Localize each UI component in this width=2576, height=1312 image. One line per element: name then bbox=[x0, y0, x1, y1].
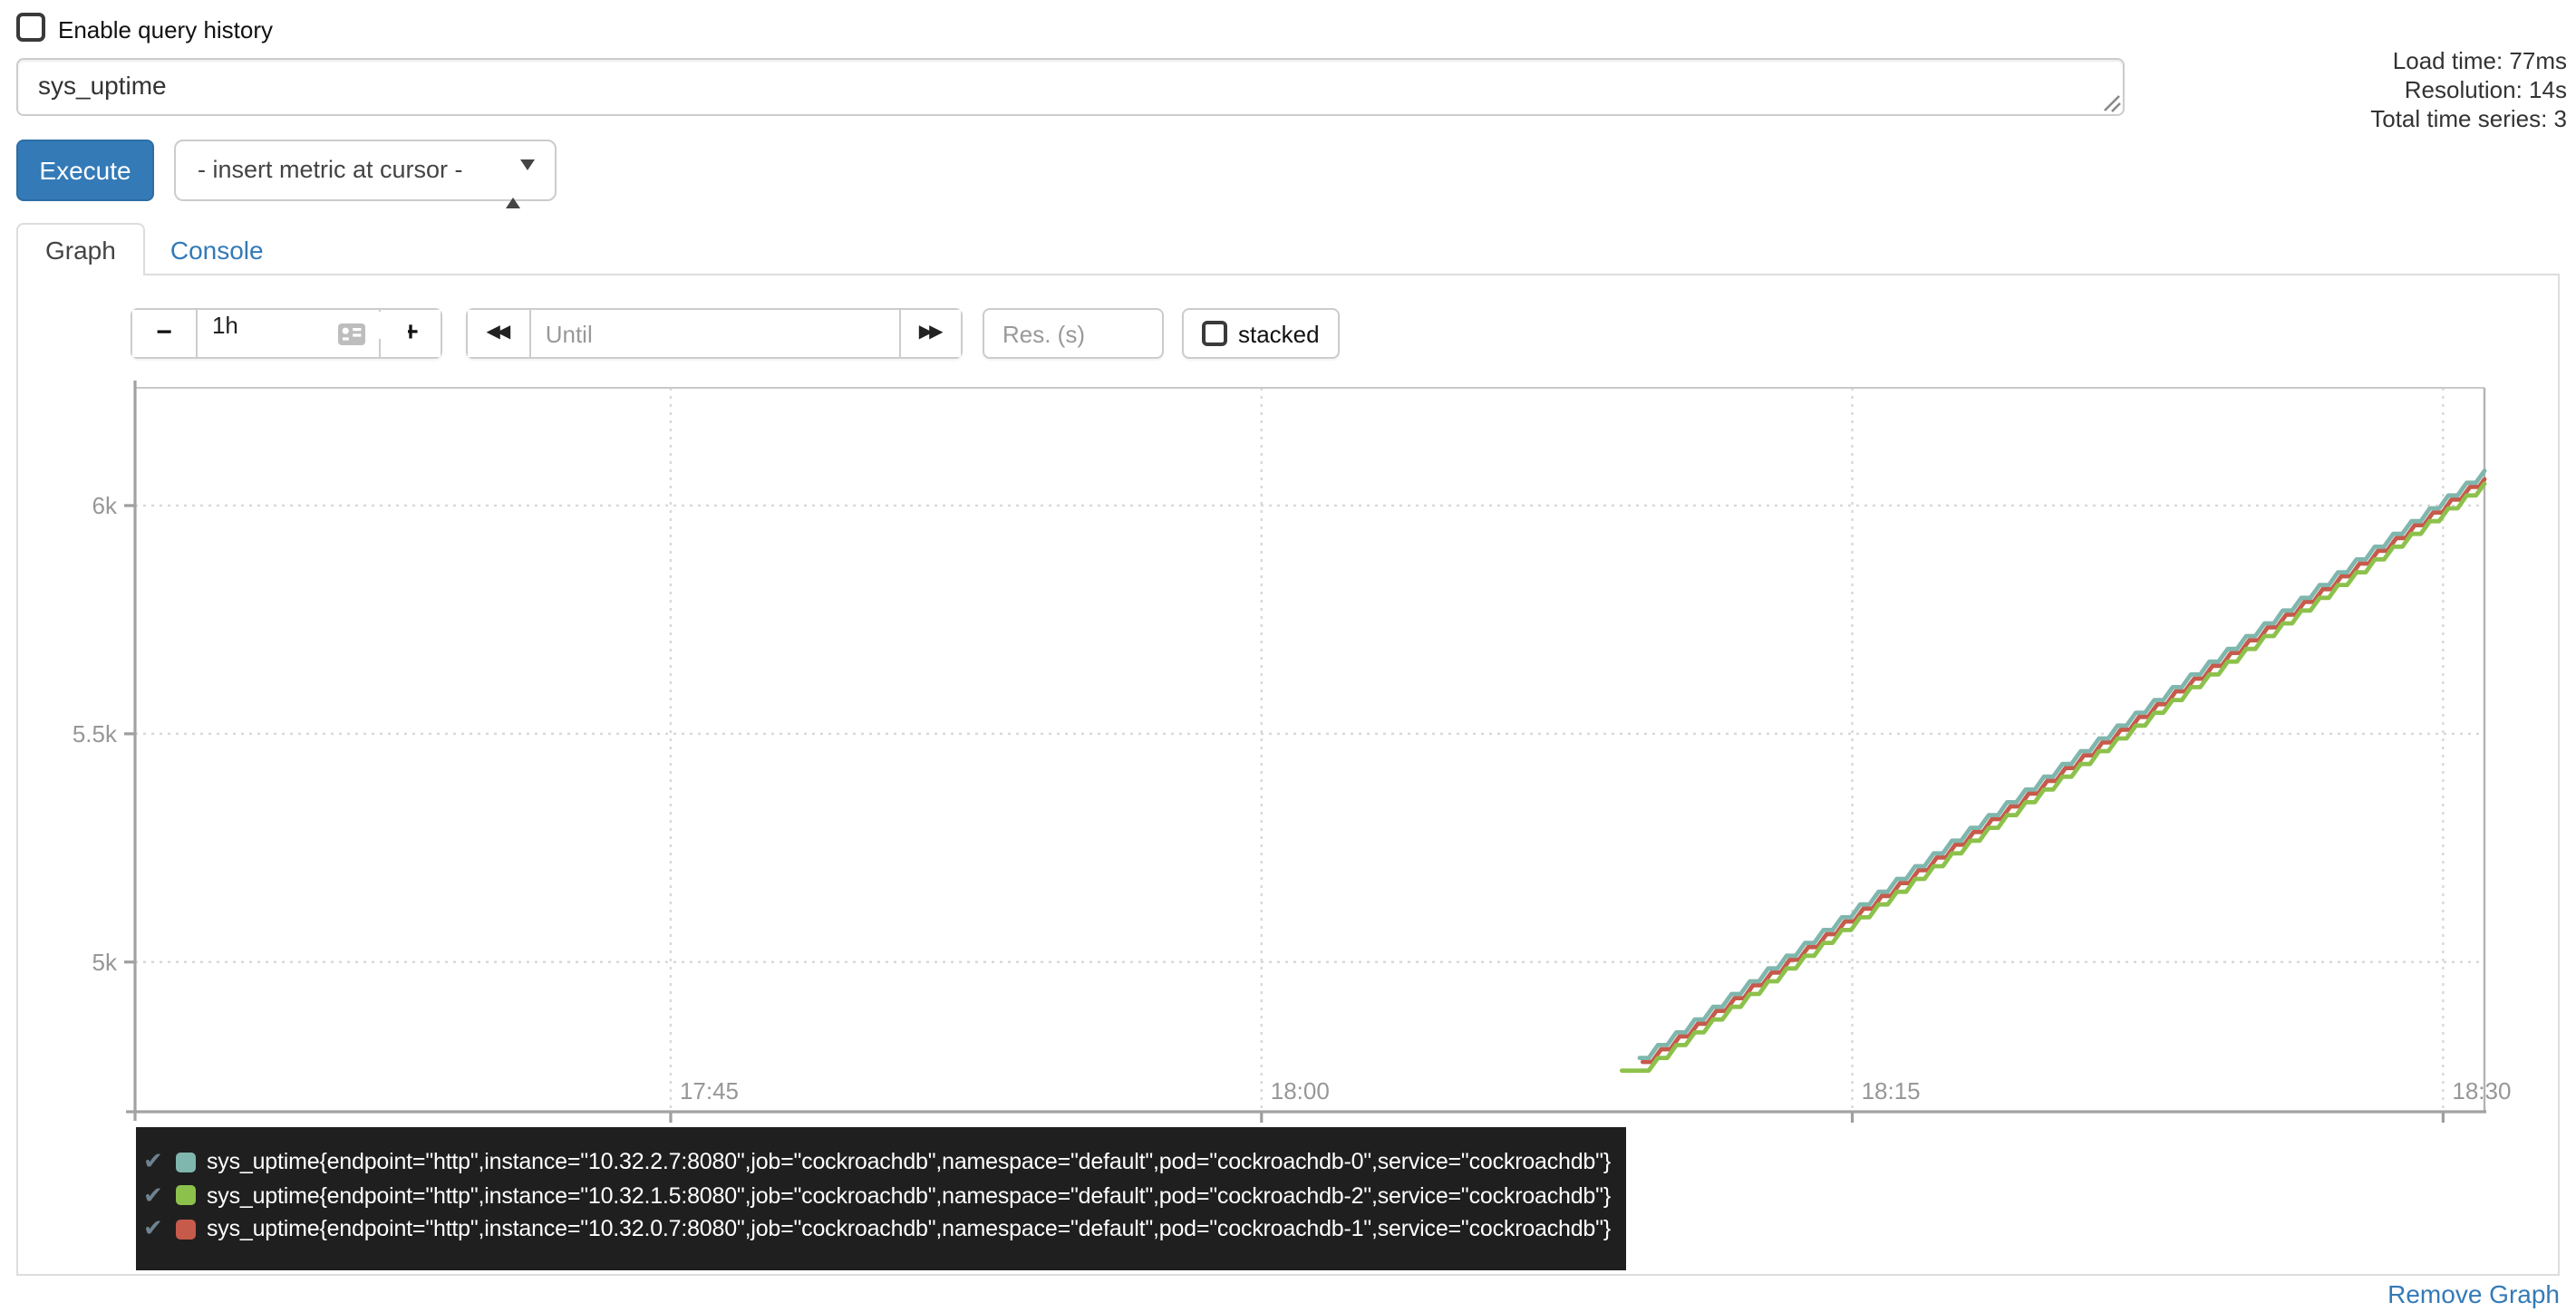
insert-metric-selected-value: - insert metric at cursor - bbox=[198, 156, 463, 183]
svg-text:18:15: 18:15 bbox=[1862, 1077, 1921, 1105]
svg-text:5k: 5k bbox=[92, 949, 118, 976]
until-input[interactable] bbox=[530, 310, 900, 357]
uptime-graph[interactable]: 6k 5.5k 5k 17:45 18:00 18:15 18:30 bbox=[18, 275, 2558, 1274]
legend-series-label: sys_uptime{endpoint="http",instance="10.… bbox=[207, 1149, 1611, 1174]
minus-icon: − bbox=[156, 317, 172, 348]
legend-color-swatch bbox=[176, 1219, 196, 1240]
remove-graph-link[interactable]: Remove Graph bbox=[2387, 1279, 2560, 1308]
legend-item[interactable]: ✔ sys_uptime{endpoint="http",instance="10… bbox=[136, 1145, 1626, 1179]
svg-text:18:30: 18:30 bbox=[2452, 1077, 2511, 1105]
rewind-button[interactable]: ◀◀ bbox=[468, 310, 531, 357]
stacked-label: stacked bbox=[1238, 320, 1320, 347]
legend-series-label: sys_uptime{endpoint="http",instance="10.… bbox=[207, 1216, 1611, 1241]
svg-text:6k: 6k bbox=[92, 492, 118, 519]
enable-query-history-label: Enable query history bbox=[58, 16, 274, 43]
rewind-icon: ◀◀ bbox=[486, 323, 510, 342]
enable-query-history[interactable]: Enable query history bbox=[16, 13, 273, 47]
forward-button[interactable]: ▶▶ bbox=[899, 310, 961, 357]
load-time: Load time: 77ms bbox=[2392, 47, 2567, 74]
legend-item[interactable]: ✔ sys_uptime{endpoint="http",instance="10… bbox=[136, 1212, 1626, 1246]
legend-series-label: sys_uptime{endpoint="http",instance="10.… bbox=[207, 1182, 1611, 1208]
range-control-group: − + bbox=[131, 308, 442, 359]
expression-input[interactable]: sys_uptime bbox=[16, 58, 2125, 116]
insert-metric-dropdown[interactable]: - insert metric at cursor - bbox=[174, 140, 557, 208]
svg-text:17:45: 17:45 bbox=[680, 1077, 739, 1105]
range-decrease-button[interactable]: − bbox=[132, 310, 198, 357]
graph-panel: − + ◀◀ ▶▶ bbox=[16, 274, 2560, 1276]
stacked-toggle[interactable]: stacked bbox=[1182, 308, 1340, 359]
legend-color-swatch bbox=[176, 1152, 196, 1172]
textarea-resize-handle-icon[interactable] bbox=[2103, 94, 2121, 112]
query-stats: Load time: 77ms Resolution: 14s Total ti… bbox=[2370, 47, 2567, 134]
checkbox-unchecked-icon[interactable] bbox=[1202, 321, 1227, 346]
legend-color-swatch bbox=[176, 1185, 196, 1206]
range-input[interactable] bbox=[197, 312, 408, 339]
checkbox-unchecked-icon[interactable] bbox=[16, 13, 45, 42]
tab-graph[interactable]: Graph bbox=[16, 223, 145, 275]
legend-checkmark-icon: ✔ bbox=[143, 1214, 163, 1241]
tab-console[interactable]: Console bbox=[169, 236, 264, 265]
legend-checkmark-icon: ✔ bbox=[143, 1181, 163, 1208]
legend-checkmark-icon: ✔ bbox=[143, 1147, 163, 1174]
until-control-group: ◀◀ ▶▶ bbox=[466, 308, 963, 359]
select-arrows-icon bbox=[506, 156, 535, 214]
date-picker-icon[interactable] bbox=[337, 323, 366, 346]
resolution-input[interactable] bbox=[983, 308, 1164, 359]
resolution: Resolution: 14s bbox=[2404, 76, 2567, 103]
graph-console-tabs: Graph Console bbox=[16, 223, 2560, 275]
forward-icon: ▶▶ bbox=[918, 323, 944, 342]
execute-button[interactable]: Execute bbox=[16, 140, 154, 201]
svg-text:18:00: 18:00 bbox=[1271, 1077, 1330, 1105]
graph-legend: ✔ sys_uptime{endpoint="http",instance="10… bbox=[136, 1127, 1626, 1270]
legend-item[interactable]: ✔ sys_uptime{endpoint="http",instance="10… bbox=[136, 1179, 1626, 1212]
svg-text:5.5k: 5.5k bbox=[73, 720, 118, 748]
total-time-series: Total time series: 3 bbox=[2370, 105, 2567, 132]
